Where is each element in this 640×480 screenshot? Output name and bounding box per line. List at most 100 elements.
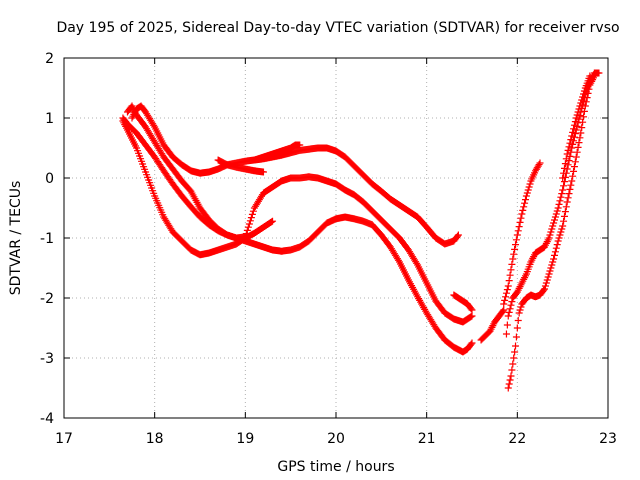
data-point <box>501 296 509 304</box>
data-point <box>565 143 573 151</box>
x-tick-label: 23 <box>599 431 617 447</box>
data-point <box>554 204 562 212</box>
data-point <box>570 121 578 129</box>
data-point <box>577 99 585 107</box>
data-point <box>269 217 277 225</box>
data-point <box>567 181 575 189</box>
y-tick-label: 0 <box>45 171 54 187</box>
data-point <box>559 222 567 230</box>
data-point <box>574 108 582 116</box>
y-tick-label: -2 <box>40 291 54 307</box>
data-point <box>575 105 583 113</box>
data-point <box>580 90 588 98</box>
data-point <box>562 155 570 163</box>
data-point <box>561 160 569 168</box>
data-point <box>502 330 510 338</box>
x-tick-label: 17 <box>55 431 73 447</box>
data-point <box>551 248 559 256</box>
data-point <box>503 286 511 294</box>
data-point <box>150 121 158 129</box>
data-point <box>509 255 517 263</box>
series-track-J <box>500 159 544 308</box>
data-point <box>245 220 253 228</box>
data-point <box>394 256 402 264</box>
data-point <box>563 150 571 158</box>
y-tick-labels: -4 -3 -2 -1 0 1 2 <box>40 51 54 427</box>
data-point <box>578 96 586 104</box>
data-point <box>467 340 475 348</box>
data-point <box>579 93 587 101</box>
data-point <box>468 306 476 314</box>
data-point <box>522 192 530 200</box>
data-point <box>259 168 267 176</box>
x-tick-label: 20 <box>327 431 345 447</box>
data-point <box>508 298 516 306</box>
data-point <box>568 177 576 185</box>
data-point <box>507 301 515 309</box>
data-marks <box>119 69 603 392</box>
x-tick-label: 21 <box>418 431 436 447</box>
data-point <box>507 372 515 380</box>
data-point <box>580 113 588 121</box>
data-point <box>542 279 550 287</box>
data-point <box>574 143 582 151</box>
data-point <box>560 217 568 225</box>
data-point <box>499 307 507 315</box>
data-point <box>513 231 521 239</box>
data-point <box>540 286 548 294</box>
data-point <box>243 226 251 234</box>
data-point <box>570 167 578 175</box>
data-point <box>502 289 510 297</box>
data-point <box>545 270 553 278</box>
data-point <box>268 218 276 226</box>
data-point <box>524 186 532 194</box>
x-tick-label: 18 <box>146 431 164 447</box>
data-point <box>570 163 578 171</box>
data-point <box>548 225 556 233</box>
data-point <box>556 197 564 205</box>
data-point <box>568 132 576 140</box>
data-point <box>552 244 560 252</box>
data-point <box>502 293 510 301</box>
data-point <box>595 69 603 77</box>
series-track-F <box>250 141 304 164</box>
x-tick-labels: 17 18 19 20 21 22 23 <box>55 431 617 447</box>
data-point <box>573 148 581 156</box>
data-point <box>518 210 526 218</box>
data-point <box>500 306 508 314</box>
data-point <box>468 312 476 320</box>
data-point <box>573 111 581 119</box>
data-point <box>550 219 558 227</box>
series-track-K <box>559 72 594 182</box>
data-point <box>506 376 514 384</box>
data-point <box>505 380 513 388</box>
data-point <box>554 237 562 245</box>
data-point <box>544 273 552 281</box>
data-point <box>564 194 572 202</box>
data-point <box>516 218 524 226</box>
data-point <box>556 231 564 239</box>
data-point <box>569 172 577 180</box>
axis-ticks <box>63 57 609 419</box>
data-point <box>526 180 534 188</box>
data-point <box>468 339 476 347</box>
data-point <box>558 190 566 198</box>
data-point <box>541 282 549 290</box>
data-point <box>513 324 521 332</box>
data-point <box>559 186 567 194</box>
data-point <box>520 203 528 211</box>
data-point <box>516 306 524 314</box>
data-point <box>509 360 517 368</box>
data-point <box>241 233 249 241</box>
data-point <box>570 125 578 133</box>
data-point <box>506 271 514 279</box>
data-point <box>515 309 523 317</box>
data-point <box>246 217 254 225</box>
data-point <box>517 214 525 222</box>
data-point <box>247 214 255 222</box>
x-tick-label: 22 <box>508 431 526 447</box>
data-point <box>546 231 554 239</box>
data-point <box>576 102 584 110</box>
data-point <box>560 169 568 177</box>
